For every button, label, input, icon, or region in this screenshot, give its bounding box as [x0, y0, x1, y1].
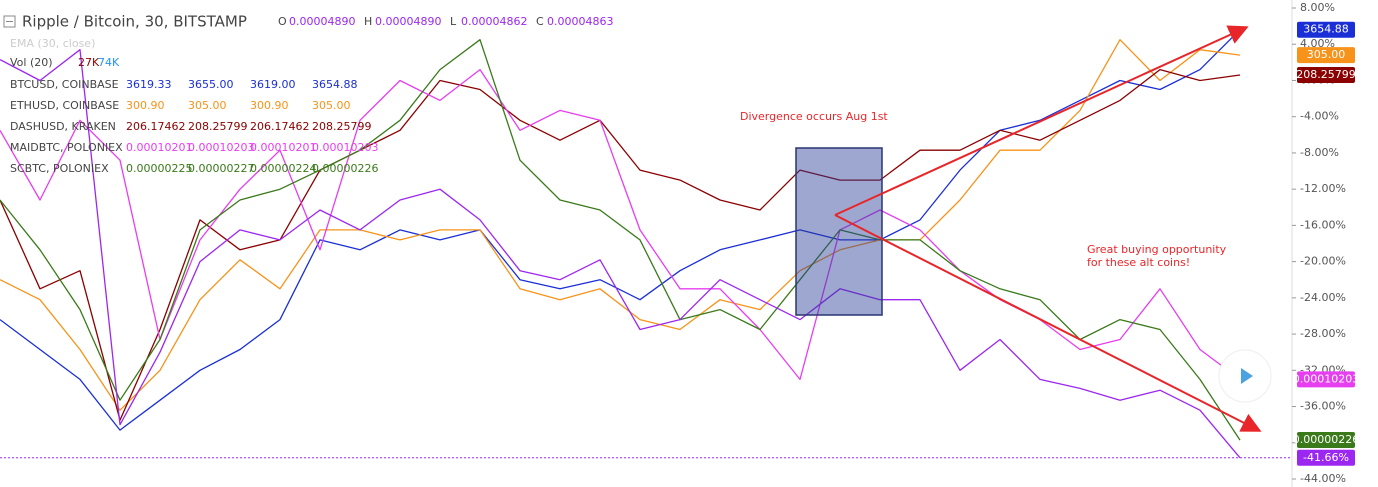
- legend-value: 300.90: [126, 99, 165, 112]
- series-line: [0, 39, 1241, 411]
- plot-area: [0, 29, 1292, 459]
- price-tag-label: 0.00010203: [1293, 372, 1359, 385]
- price-tag-label: 3654.88: [1303, 23, 1349, 36]
- ohlc-key: O: [278, 15, 287, 28]
- y-tick-label: -12.00%: [1300, 182, 1346, 195]
- price-tag-box: [1297, 21, 1355, 38]
- ema-label: EMA (30, close): [10, 37, 95, 50]
- y-tick-label: 4.00%: [1300, 37, 1335, 50]
- legend-value: 3655.00: [188, 78, 234, 91]
- annotation: for these alt coins!: [1087, 256, 1190, 269]
- main-line: [0, 49, 1241, 459]
- series-line: [0, 39, 1241, 441]
- legend-value: 0.00000227: [188, 162, 254, 175]
- chart-title: Ripple / Bitcoin, 30, BITSTAMP: [22, 13, 247, 31]
- series-line: [0, 29, 1241, 431]
- y-tick-label: -44.00%: [1300, 472, 1346, 485]
- price-tag: 3654.88: [1297, 21, 1355, 38]
- ohlc-value: 0.00004890: [375, 15, 441, 28]
- legend-name: MAIDBTC, POLONIEX: [10, 141, 123, 154]
- legend-value: 0.00010203: [312, 141, 378, 154]
- vol-value: 27K: [78, 56, 100, 69]
- legend-value: 300.90: [250, 99, 289, 112]
- annotation: Great buying opportunity: [1087, 243, 1227, 256]
- price-tag: 305.00: [1297, 47, 1355, 64]
- collapse-icon[interactable]: [3, 15, 16, 28]
- legend-value: 0.00000226: [312, 162, 378, 175]
- ohlc-value: 0.00004863: [547, 15, 613, 28]
- legend-value: 0.00010201: [250, 141, 316, 154]
- legend-value: 3619.33: [126, 78, 172, 91]
- ohlc-value: 0.00004862: [461, 15, 527, 28]
- price-tag-box: [1297, 449, 1355, 466]
- legend-value: 206.17462: [250, 120, 310, 133]
- price-tag-label: -41.66%: [1303, 451, 1349, 464]
- ohlc-key: L: [450, 15, 457, 28]
- ohlc-key: C: [536, 15, 544, 28]
- annotation: Divergence occurs Aug 1st: [740, 110, 888, 123]
- ohlc-value: 0.00004890: [289, 15, 355, 28]
- legend-name: ETHUSD, COINBASE: [10, 99, 119, 112]
- legend-value: 208.25799: [188, 120, 248, 133]
- legend-value: 3654.88: [312, 78, 358, 91]
- y-tick-label: -36.00%: [1300, 400, 1346, 413]
- legend-value: 0.00010203: [188, 141, 254, 154]
- legend-name: DASHUSD, KRAKEN: [10, 120, 116, 133]
- legend-name: BTCUSD, COINBASE: [10, 78, 119, 91]
- legend-value: 0.00000224: [250, 162, 316, 175]
- arrow-up: [834, 25, 1249, 216]
- price-tag: -41.66%: [1297, 449, 1355, 466]
- price-tag: 0.00000226: [1293, 432, 1359, 449]
- vol-value: 74K: [98, 56, 120, 69]
- legend-value: 305.00: [188, 99, 227, 112]
- play-icon: [1241, 368, 1253, 384]
- y-tick-label: -4.00%: [1300, 110, 1339, 123]
- y-tick-label: -24.00%: [1300, 291, 1346, 304]
- legend-value: 206.17462: [126, 120, 186, 133]
- legend-name: SCBTC, POLONIEX: [10, 162, 109, 175]
- legend: Ripple / Bitcoin, 30, BITSTAMP EMA (30, …: [3, 13, 613, 175]
- price-tag-label: 0.00000226: [1293, 433, 1359, 446]
- y-tick-label: -8.00%: [1300, 146, 1339, 159]
- price-tag-box: [1297, 432, 1355, 449]
- price-tag-box: [1297, 371, 1355, 388]
- price-tag-label: 208.25799: [1296, 68, 1356, 81]
- y-tick-label: -20.00%: [1300, 255, 1346, 268]
- y-tick-label: -28.00%: [1300, 327, 1346, 340]
- price-tag-label: 305.00: [1307, 48, 1346, 61]
- y-tick-label: -16.00%: [1300, 218, 1346, 231]
- y-tick-label: 8.00%: [1300, 1, 1335, 14]
- price-tag: 208.25799: [1296, 67, 1356, 84]
- ohlc-key: H: [364, 15, 372, 28]
- vol-label: Vol (20): [10, 56, 53, 69]
- legend-value: 305.00: [312, 99, 351, 112]
- arrow-down: [834, 214, 1262, 432]
- price-tag: 0.00010203: [1293, 371, 1359, 388]
- price-tag-box: [1297, 67, 1355, 84]
- legend-value: 0.00000225: [126, 162, 192, 175]
- legend-value: 3619.00: [250, 78, 296, 91]
- legend-value: 208.25799: [312, 120, 372, 133]
- legend-value: 0.00010201: [126, 141, 192, 154]
- price-tag-box: [1297, 47, 1355, 64]
